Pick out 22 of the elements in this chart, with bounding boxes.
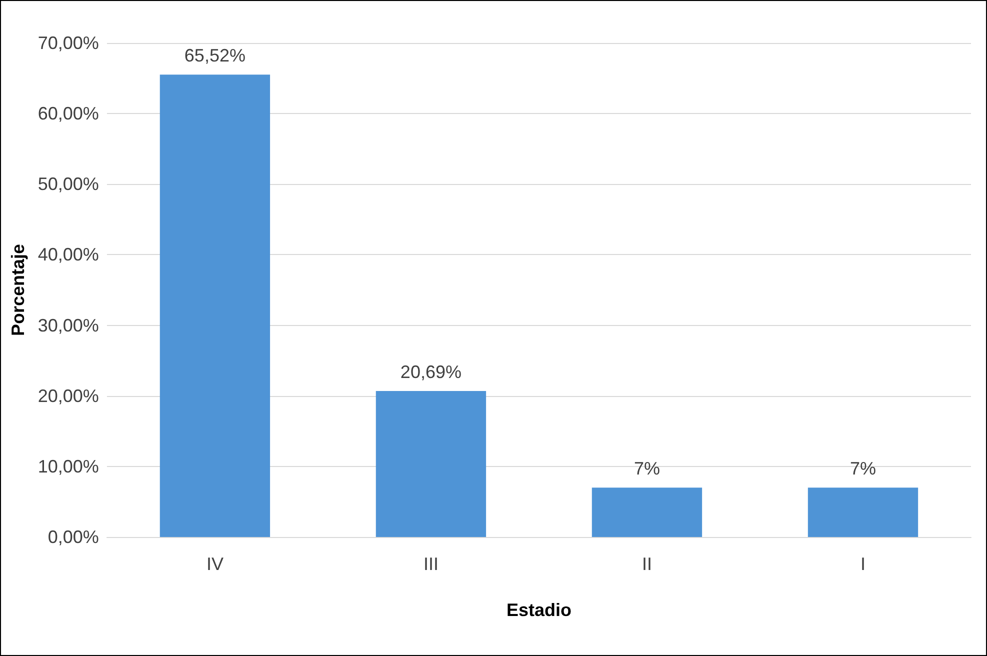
y-tick-label: 70,00% [38,33,99,53]
y-tick-label: 0,00% [48,527,99,547]
bar [592,488,702,537]
x-tick-label: I [860,554,866,574]
y-tick-label: 10,00% [38,456,99,476]
y-tick-label: 30,00% [38,315,99,336]
bar [808,488,918,537]
y-tick-label: 60,00% [38,104,99,124]
y-tick-label: 20,00% [38,386,99,406]
x-tick-label: II [642,554,652,574]
data-label: 65,52% [184,46,246,66]
data-label: 7% [850,458,876,479]
bar [376,390,486,537]
x-axis-title: Estadio [506,600,572,620]
x-tick-label: IV [206,554,224,574]
bar [160,74,270,537]
data-label: 7% [634,458,660,479]
x-tick-label: III [423,554,438,574]
y-tick-label: 40,00% [38,244,99,265]
data-label: 20,69% [400,362,462,382]
y-axis-title: Porcentaje [8,244,28,336]
y-tick-label: 50,00% [38,174,99,194]
